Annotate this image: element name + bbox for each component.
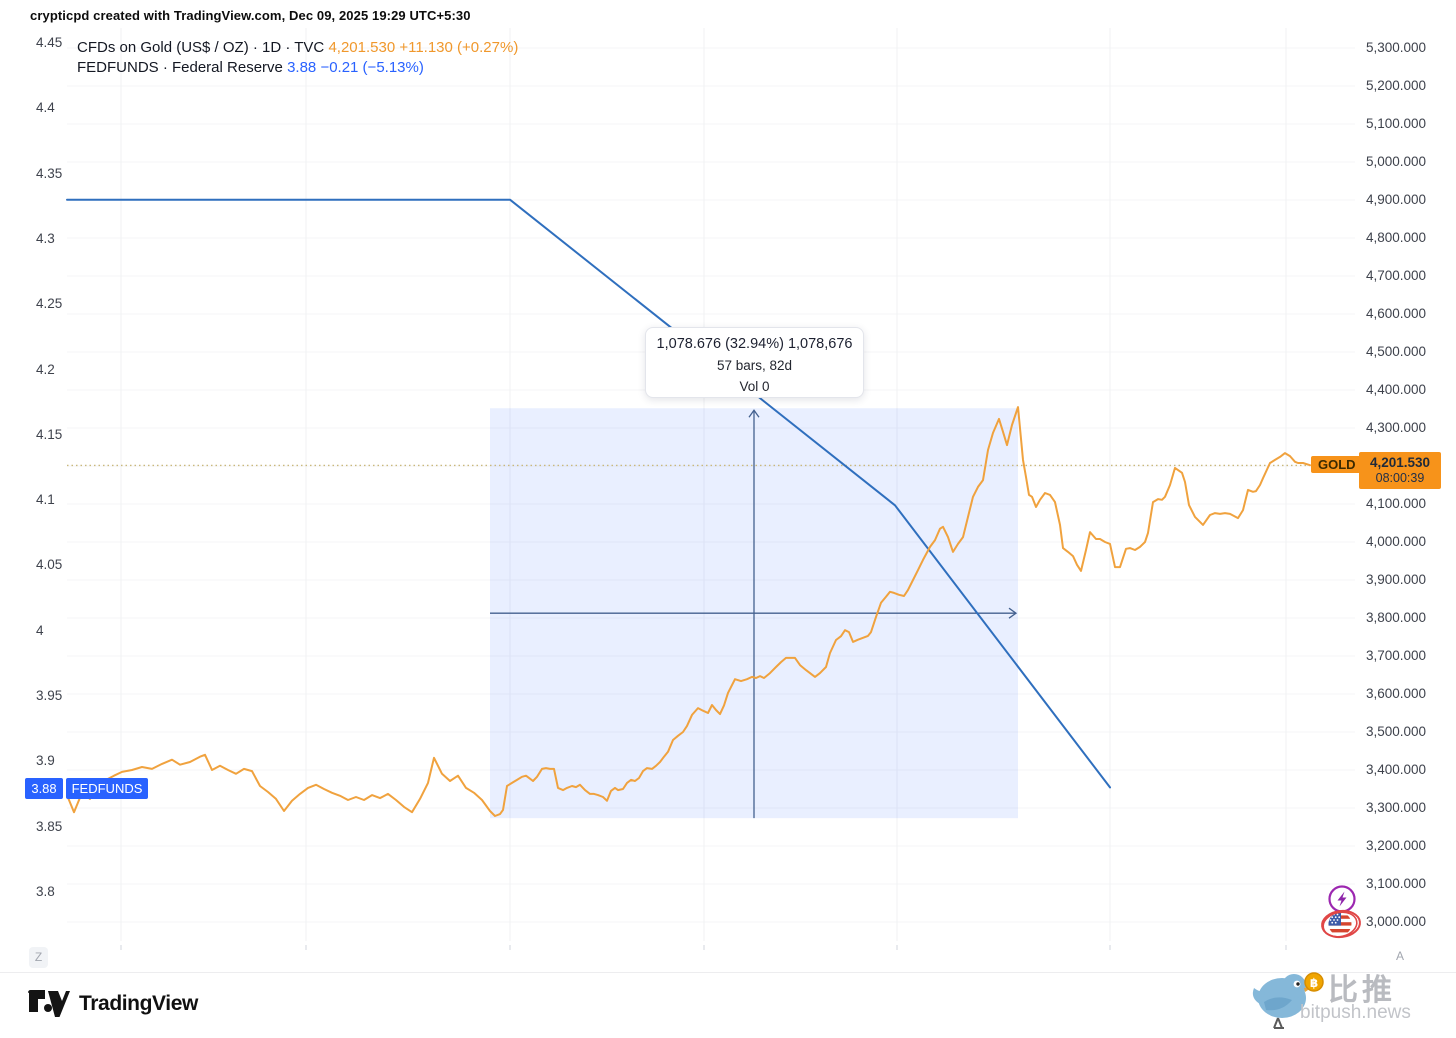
right-axis-tick: 4,500.000 [1366, 344, 1427, 359]
gold-axis-symbol-label: GOLD [1311, 456, 1363, 473]
left-axis-tick: 3.95 [36, 688, 63, 703]
right-axis-tick: 3,300.000 [1366, 800, 1427, 815]
left-axis-tick: 4.4 [36, 100, 55, 116]
left-axis-tick: 4.15 [36, 426, 63, 442]
measure-change: 1,078.676 (32.94%) 1,078,676 [656, 336, 853, 352]
measure-tooltip: 1,078.676 (32.94%) 1,078,676 57 bars, 82… [645, 327, 864, 398]
right-axis-tick: 3,700.000 [1366, 648, 1427, 663]
tradingview-wordmark: TradingView [79, 992, 198, 1015]
gold-series-line[interactable] [66, 406, 1311, 817]
gold-axis-price: 4,201.530 [1369, 455, 1431, 470]
bitpush-domain: bitpush.news [1300, 1002, 1411, 1023]
watermark-letter-a: A [1396, 949, 1405, 963]
gold-last-price: 4,201.530 [328, 39, 396, 56]
left-axis-tick: 4.2 [36, 361, 55, 377]
gold-axis-price-label: 4,201.530 08:00:39 [1359, 452, 1441, 489]
right-axis-tick: 4,900.000 [1366, 192, 1427, 207]
measure-bars-days: 57 bars, 82d [716, 358, 793, 373]
right-axis-tick: 5,300.000 [1366, 40, 1427, 55]
right-axis-tick: 5,100.000 [1366, 116, 1427, 131]
svg-text:฿: ฿ [1310, 976, 1318, 990]
right-axis-tick: 4,400.000 [1366, 382, 1427, 397]
right-axis-tick: 3,000.000 [1366, 914, 1427, 929]
left-axis-tick: 4 [36, 622, 44, 638]
fedfunds-last-value: 3.88 [287, 59, 317, 76]
right-axis-tick: 3,200.000 [1366, 838, 1427, 853]
left-axis-tick: 4.25 [36, 296, 63, 312]
gold-change: +11.130 (+0.27%) [399, 39, 519, 56]
left-axis-tick: 3.8 [36, 883, 55, 899]
left-axis-tick: 4.35 [36, 165, 63, 181]
right-axis-tick: 3,600.000 [1366, 686, 1427, 701]
measure-volume: Vol 0 [739, 379, 770, 394]
watermark-letter-z: Z [29, 947, 48, 968]
gold-symbol-title: CFDs on Gold (US$ / OZ) · 1D · TVC [77, 39, 325, 56]
right-axis-tick: 3,400.000 [1366, 762, 1427, 777]
left-price-axis[interactable]: 4.45 4.4 4.35 4.3 4.25 4.2 4.15 4.1 4.05 4 3.95 3.9… [0, 0, 67, 945]
left-axis-tick: 4.45 [36, 35, 63, 50]
right-axis-tick: 4,100.000 [1366, 496, 1427, 511]
right-axis-tick: 3,900.000 [1366, 572, 1427, 587]
right-axis-tick: 4,600.000 [1366, 306, 1427, 321]
footer-divider [0, 972, 1456, 973]
right-axis-tick: 4,300.000 [1366, 420, 1427, 435]
left-axis-tick: 4.05 [36, 557, 63, 573]
chart-legend: CFDs on Gold (US$ / OZ) · 1D · TVC 4,201… [77, 38, 518, 78]
right-axis-tick: 3,800.000 [1366, 610, 1427, 625]
fedfunds-axis-value-label: 3.88 [25, 778, 63, 799]
bitpush-cn-wordmark: 比推 [1328, 974, 1396, 1007]
bitpush-bird-icon: ฿ [1252, 972, 1324, 1029]
right-axis-tick: 5,200.000 [1366, 78, 1427, 93]
right-axis-tick: 3,500.000 [1366, 724, 1427, 739]
right-axis-tick: 4,700.000 [1366, 268, 1427, 283]
left-axis-tick: 4.1 [36, 492, 55, 508]
us-flag-icon [1321, 909, 1361, 939]
right-axis-tick: 5,000.000 [1366, 154, 1427, 169]
left-axis-tick: 3.9 [36, 753, 55, 769]
right-axis-tick: 4,000.000 [1366, 534, 1427, 549]
fedfunds-symbol-title: FEDFUNDS · Federal Reserve [77, 59, 283, 76]
tradingview-logo[interactable]: TradingView [28, 990, 198, 1018]
right-price-axis[interactable]: 5,300.000 5,200.000 5,100.000 5,000.000 4,90… [1358, 0, 1456, 945]
fedfunds-change: −0.21 (−5.13%) [320, 59, 424, 76]
bitpush-logo: ฿ 比推 bitpush.news [1248, 960, 1448, 1032]
tradingview-logo-icon [28, 990, 70, 1017]
right-axis-tick: 3,100.000 [1366, 876, 1427, 891]
right-axis-tick: 4,800.000 [1366, 230, 1427, 245]
left-axis-tick: 3.85 [36, 818, 63, 834]
fedfunds-axis-symbol-label: FEDFUNDS [66, 778, 148, 799]
left-axis-tick: 4.3 [36, 230, 55, 246]
us-flag-sticker[interactable] [1318, 905, 1364, 943]
gold-axis-countdown: 08:00:39 [1375, 471, 1425, 485]
legend-row-gold[interactable]: CFDs on Gold (US$ / OZ) · 1D · TVC 4,201… [77, 38, 518, 57]
time-axis[interactable]: JunJulAugSepOctNovDec [0, 945, 1456, 973]
legend-row-fedfunds[interactable]: FEDFUNDS · Federal Reserve 3.88 −0.21 (−… [77, 58, 518, 77]
chart-watermark: crypticpd created with TradingView.com, … [30, 8, 471, 23]
